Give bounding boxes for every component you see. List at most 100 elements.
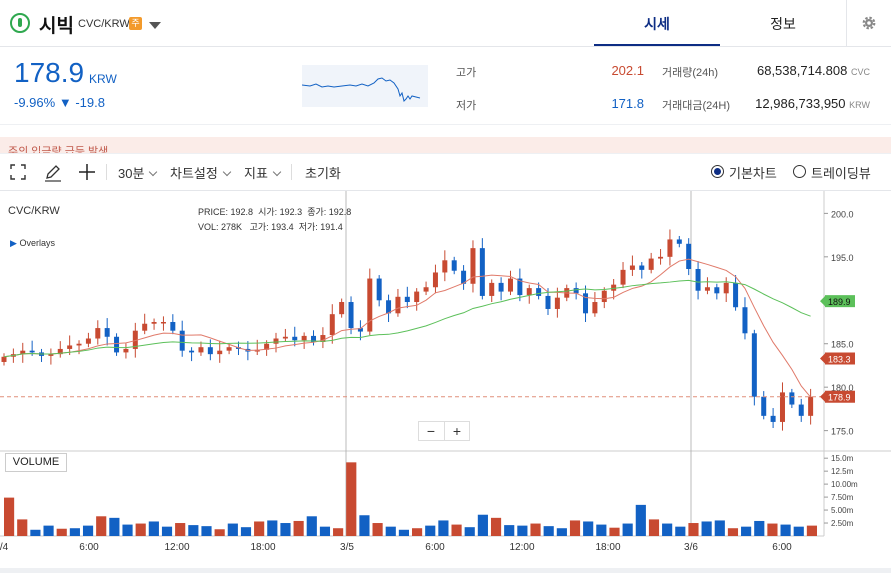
change-value: -19.8 <box>75 95 105 110</box>
volume-bar <box>4 497 15 536</box>
tradingview-label[interactable]: 트레이딩뷰 <box>811 166 871 181</box>
volume-tick-label: 2.50m <box>831 519 854 528</box>
basic-chart-label[interactable]: 기본차트 <box>729 166 777 181</box>
chart-symbol: CVC/KRW <box>8 205 60 217</box>
fullscreen-icon[interactable] <box>10 164 26 180</box>
time-tick-label: 12:00 <box>509 542 534 553</box>
vol-label: VOL: <box>198 222 219 232</box>
tab-quote[interactable]: 시세 <box>594 0 720 46</box>
chart-settings-label: 차트설정 <box>170 166 218 181</box>
volume-bar <box>556 528 567 536</box>
volume-24h-unit: CVC <box>850 67 870 77</box>
candle-body <box>301 335 307 341</box>
candle-body <box>779 392 785 422</box>
volume-bar <box>135 523 146 536</box>
price-change: -9.96% ▼ -19.8 <box>14 95 105 110</box>
candle-body <box>489 282 495 296</box>
settings-button[interactable] <box>846 0 891 46</box>
volume-bar <box>293 520 304 536</box>
crosshair-icon[interactable] <box>78 163 96 181</box>
pencil-icon[interactable] <box>44 164 62 182</box>
volume-bar <box>412 528 423 536</box>
civic-logo-icon <box>10 13 30 33</box>
basic-chart-radio[interactable] <box>711 165 724 178</box>
candle-body <box>761 396 767 416</box>
vol-value: 278K <box>221 222 243 232</box>
price-tag-pointer <box>820 353 825 364</box>
candle-body <box>583 293 589 314</box>
candle-body <box>592 302 598 314</box>
candle-body <box>770 415 776 422</box>
candle-body <box>404 296 410 303</box>
candle-body <box>357 328 363 332</box>
volume-bar <box>280 523 291 536</box>
candle-body <box>395 296 401 314</box>
open-value: 192.3 <box>279 207 303 217</box>
volume-bar <box>609 527 620 536</box>
volume-bar <box>385 526 396 536</box>
volume-24h-value: 68,538,714.808 CVC <box>740 63 870 78</box>
volume-bar <box>727 528 739 536</box>
volume-bar <box>372 523 383 536</box>
candle-body <box>517 278 523 296</box>
gear-icon <box>862 16 876 30</box>
price-chart[interactable]: 200.0195.0190.0185.0180.0175.015.0m12.5m… <box>0 191 891 568</box>
notice-banner[interactable]: 주의 입금량 급등 발생 <box>0 125 891 153</box>
candle-body <box>723 282 729 294</box>
interval-select[interactable]: 30분 <box>118 163 158 182</box>
volume-bar <box>806 525 817 536</box>
time-tick-label: 3/6 <box>684 542 698 553</box>
candle-body <box>132 330 138 349</box>
volume-bar <box>793 526 804 536</box>
volume-bar <box>175 523 186 536</box>
overlays-toggle[interactable]: ▶ Overlays <box>10 238 55 249</box>
volume-bar <box>622 523 633 536</box>
reset-button[interactable]: 초기화 <box>305 166 341 181</box>
volume-bar <box>662 523 673 536</box>
amount-24h-unit: KRW <box>849 100 870 110</box>
tab-info[interactable]: 정보 <box>770 16 796 32</box>
chart-canvas[interactable]: 200.0195.0190.0185.0180.0175.015.0m12.5m… <box>0 191 891 568</box>
candle-body <box>470 248 476 284</box>
price-tick-label: 180.0 <box>831 383 854 393</box>
volume-bar <box>319 526 331 536</box>
volume-bar <box>569 520 581 536</box>
price-currency: KRW <box>89 72 117 86</box>
sparkline <box>302 65 428 107</box>
pair-label: CVC/KRW <box>78 18 130 30</box>
time-tick-label: 3/5 <box>340 542 354 553</box>
candle-body <box>123 348 129 353</box>
volume-bar <box>543 526 554 536</box>
volume-bar <box>767 523 778 536</box>
change-percent: -9.96% <box>14 95 56 110</box>
candle-body <box>432 272 438 288</box>
vol-readout: VOL: 278K 고가: 193.4 저가: 191.4 <box>198 220 343 233</box>
low-value: 171.8 <box>611 96 644 111</box>
volume-bar <box>43 525 54 536</box>
price-tag-pointer <box>820 391 825 402</box>
candle-body <box>733 282 739 308</box>
candle-body <box>198 347 204 353</box>
indicators-select[interactable]: 지표 <box>244 163 282 182</box>
tradingview-radio[interactable] <box>793 165 806 178</box>
candle-body <box>282 336 288 339</box>
time-tick-label: 12:00 <box>164 542 189 553</box>
price-tick-label: 200.0 <box>831 209 854 219</box>
volume-tick-label: 7.50m <box>831 493 854 502</box>
zoom-out-button[interactable]: − <box>426 423 436 439</box>
candle-body <box>639 265 645 270</box>
coin-select-caret-icon[interactable] <box>149 22 161 29</box>
price-tag-pointer <box>820 296 825 307</box>
candle-body <box>686 243 692 269</box>
volume-bar <box>596 524 607 536</box>
price-value: 192.8 <box>230 207 254 217</box>
candle-body <box>273 338 279 344</box>
candle-body <box>667 239 673 257</box>
chart-settings-select[interactable]: 차트설정 <box>170 163 232 182</box>
time-tick-label: /4 <box>0 542 9 553</box>
volume-bar <box>30 529 41 536</box>
volume-24h-number: 68,538,714.808 <box>756 63 848 78</box>
volume-24h-label: 거래량(24h) <box>662 67 719 79</box>
zoom-in-button[interactable]: + <box>444 422 469 440</box>
volume-bar <box>714 520 725 536</box>
